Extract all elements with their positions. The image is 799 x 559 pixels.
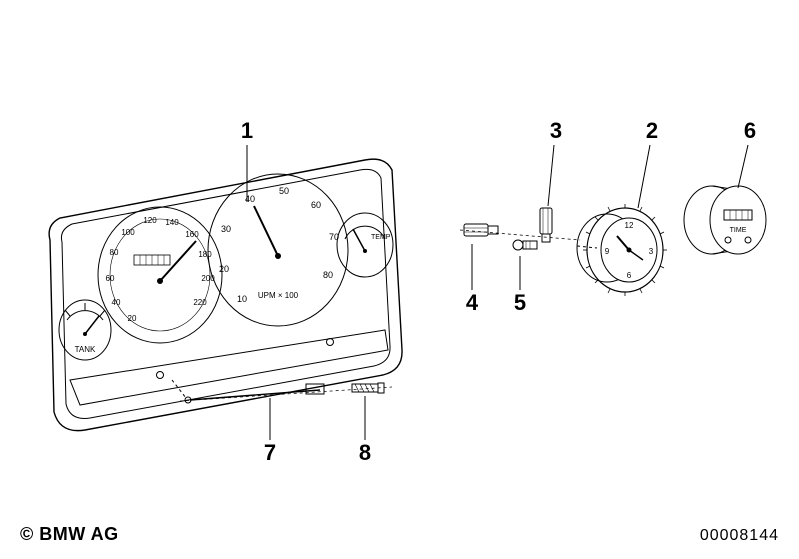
part-4-bulb-socket bbox=[464, 224, 498, 236]
parts-diagram: TANK 20 40 60 80 100 120 bbox=[0, 0, 799, 559]
svg-text:30: 30 bbox=[221, 224, 231, 234]
svg-text:12: 12 bbox=[625, 221, 634, 230]
part-2-clock: 12 3 6 9 bbox=[577, 204, 667, 296]
tach-units-label: UPM × 100 bbox=[258, 291, 299, 300]
svg-text:220: 220 bbox=[193, 298, 207, 307]
tank-label: TANK bbox=[75, 345, 96, 354]
svg-text:60: 60 bbox=[106, 274, 115, 283]
callout-3: 3 bbox=[548, 118, 562, 206]
svg-text:80: 80 bbox=[110, 248, 119, 257]
svg-text:60: 60 bbox=[311, 200, 321, 210]
part-6-digital-clock: TIME bbox=[684, 186, 766, 254]
svg-text:5: 5 bbox=[514, 290, 526, 315]
svg-text:40: 40 bbox=[245, 194, 255, 204]
callout-1: 1 bbox=[241, 118, 253, 202]
axis-line-bulbs bbox=[460, 230, 580, 240]
svg-text:50: 50 bbox=[279, 186, 289, 196]
callout-8: 8 bbox=[359, 396, 371, 465]
svg-text:7: 7 bbox=[264, 440, 276, 465]
svg-text:180: 180 bbox=[198, 250, 212, 259]
svg-text:9: 9 bbox=[605, 247, 610, 256]
axis-line-cable bbox=[180, 387, 392, 401]
svg-text:8: 8 bbox=[359, 440, 371, 465]
tach-ticks: 10 20 30 40 50 60 70 80 bbox=[219, 186, 339, 304]
svg-text:TIME: TIME bbox=[730, 227, 747, 234]
document-number: 00008144 bbox=[700, 527, 779, 545]
callout-4: 4 bbox=[466, 244, 479, 315]
svg-text:140: 140 bbox=[165, 218, 179, 227]
callout-6: 6 bbox=[738, 118, 756, 188]
svg-text:40: 40 bbox=[112, 298, 121, 307]
svg-text:10: 10 bbox=[237, 294, 247, 304]
callout-7: 7 bbox=[264, 398, 276, 465]
svg-text:3: 3 bbox=[550, 118, 562, 143]
temp-label: TEMP bbox=[371, 234, 391, 241]
svg-text:1: 1 bbox=[241, 118, 253, 143]
part-5-bulb bbox=[513, 240, 537, 250]
svg-text:160: 160 bbox=[185, 230, 199, 239]
svg-text:100: 100 bbox=[121, 228, 135, 237]
speedo-ticks: 20 40 60 80 100 120 140 160 180 200 220 bbox=[106, 216, 216, 323]
svg-text:20: 20 bbox=[128, 314, 137, 323]
svg-text:80: 80 bbox=[323, 270, 333, 280]
copyright-text: © BMW AG bbox=[20, 524, 119, 545]
callout-2: 2 bbox=[638, 118, 658, 208]
svg-text:120: 120 bbox=[143, 216, 157, 225]
svg-text:4: 4 bbox=[466, 290, 479, 315]
svg-text:3: 3 bbox=[649, 247, 654, 256]
callout-5: 5 bbox=[514, 256, 526, 315]
svg-text:2: 2 bbox=[646, 118, 658, 143]
svg-text:6: 6 bbox=[627, 271, 632, 280]
svg-text:6: 6 bbox=[744, 118, 756, 143]
svg-text:20: 20 bbox=[219, 264, 229, 274]
